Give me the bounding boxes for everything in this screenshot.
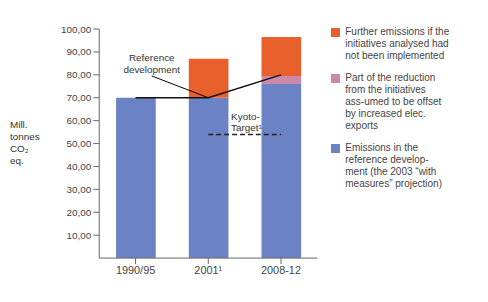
svg-text:30,00: 30,00 [66,184,91,195]
svg-text:Kyoto-Target¹: Kyoto-Target¹ [231,111,263,134]
svg-text:50,00: 50,00 [66,138,91,149]
svg-text:20,00: 20,00 [66,207,91,218]
svg-text:40,00: 40,00 [66,161,91,172]
svg-text:80,00: 80,00 [66,69,91,80]
svg-text:Referencedevelopment: Referencedevelopment [123,52,180,75]
svg-text:100,00: 100,00 [61,24,92,35]
svg-text:2008-12: 2008-12 [261,264,301,276]
svg-text:70,00: 70,00 [66,92,91,103]
svg-text:60,00: 60,00 [66,115,91,126]
svg-text:10,00: 10,00 [66,230,91,241]
html-text:Part of the reduction from the: Part of the reduction from the initiativ… [345,72,442,131]
svg-text:Mill.tonnesCO₂eq.: Mill.tonnesCO₂eq. [10,119,40,166]
html-text:Emissions in the reference dev: Emissions in the reference develop- ment… [345,142,442,189]
svg-text:1990/95: 1990/95 [116,264,155,276]
svg-text:2001¹: 2001¹ [194,264,222,276]
html-text:Further emissions if the initi: Further emissions if the initiatives ana… [345,26,450,61]
svg-text:90,00: 90,00 [66,46,91,57]
